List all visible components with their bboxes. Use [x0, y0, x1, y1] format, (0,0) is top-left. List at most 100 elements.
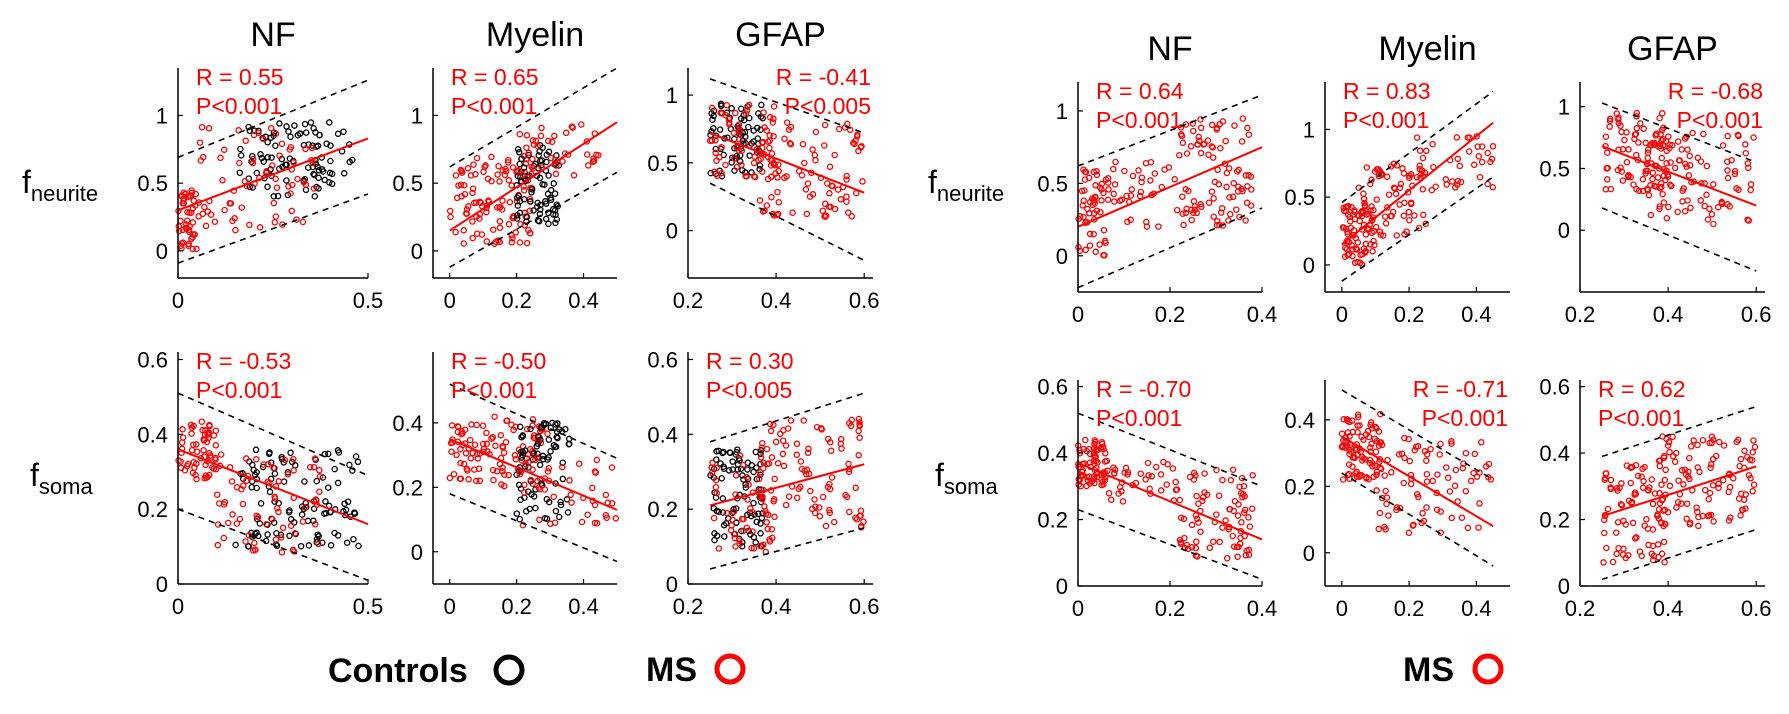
- controls-point: [311, 193, 319, 200]
- row-label-soma-left: fsoma: [30, 457, 93, 499]
- ms-point: [1208, 121, 1216, 129]
- ms-point: [316, 466, 323, 474]
- fit-line: [449, 121, 618, 232]
- ms-point: [846, 126, 854, 134]
- ms-point: [1476, 469, 1483, 476]
- ms-point: [496, 224, 504, 232]
- panel-11: 00.20.40 0.2 0.4R = -0.71P<0.001: [1284, 376, 1510, 621]
- ms-point: [1350, 226, 1358, 234]
- ms-point: [503, 167, 510, 175]
- y-tick-label: 0: [411, 239, 423, 264]
- ms-point: [457, 181, 465, 188]
- ms-point: [1415, 493, 1422, 501]
- ms-point: [220, 146, 228, 154]
- ms-point: [1206, 544, 1214, 552]
- controls-point: [354, 458, 362, 466]
- ms-point: [1678, 146, 1685, 153]
- controls-point: [750, 127, 757, 134]
- controls-point: [327, 542, 335, 549]
- ms-point: [1148, 473, 1156, 480]
- fit-line: [1077, 462, 1263, 541]
- ms-point: [767, 173, 775, 181]
- ms-point: [1382, 487, 1389, 495]
- ms-point: [463, 465, 471, 473]
- controls-point: [519, 448, 526, 455]
- ms-point: [1406, 174, 1413, 182]
- ms-point: [1219, 118, 1227, 125]
- legend-controls-marker: [493, 654, 525, 686]
- ms-point: [755, 475, 763, 483]
- ms-point: [771, 161, 779, 169]
- controls-point: [519, 432, 527, 440]
- ms-point: [760, 541, 767, 549]
- ms-point: [1648, 476, 1656, 483]
- ms-point: [779, 450, 787, 458]
- ms-point: [835, 125, 843, 133]
- ms-point: [1413, 134, 1421, 141]
- controls-point: [350, 535, 357, 543]
- ms-point: [715, 545, 723, 552]
- ms-point: [1432, 183, 1439, 190]
- ms-point: [1456, 162, 1464, 170]
- controls-point: [326, 119, 333, 126]
- stat-p: P<0.001: [196, 93, 282, 119]
- ms-point: [1204, 137, 1212, 144]
- ms-point: [1173, 206, 1181, 214]
- ms-point: [757, 542, 764, 550]
- ms-point: [1076, 247, 1084, 255]
- ms-point: [1467, 477, 1475, 485]
- ms-point: [1164, 460, 1171, 468]
- x-tick-label: 0.4: [1653, 596, 1684, 621]
- ms-point: [1210, 538, 1217, 545]
- stat-r: R = -0.71: [1413, 376, 1508, 402]
- ms-point: [1361, 249, 1369, 256]
- ms-point: [749, 508, 756, 516]
- ms-point: [1112, 158, 1119, 166]
- ms-point: [1244, 183, 1251, 190]
- ms-point: [485, 197, 492, 204]
- ms-point: [1649, 500, 1657, 508]
- ms-point: [1631, 131, 1639, 138]
- controls-point: [252, 446, 260, 454]
- ms-point: [1385, 191, 1393, 198]
- ms-point: [1625, 173, 1632, 181]
- ms-point: [1656, 203, 1663, 210]
- ms-point: [1349, 428, 1357, 436]
- ms-point: [1142, 476, 1149, 483]
- ms-point: [200, 437, 208, 444]
- ms-point: [787, 123, 795, 131]
- ms-point: [1176, 496, 1184, 504]
- ms-point: [1209, 154, 1217, 161]
- ms-point: [768, 454, 776, 461]
- ms-point: [1735, 186, 1742, 194]
- ms-point: [473, 230, 481, 237]
- ms-point: [1245, 514, 1252, 521]
- ms-point: [1193, 515, 1201, 523]
- ms-point: [467, 455, 475, 462]
- x-tick-label: 0.2: [501, 594, 532, 619]
- ms-point: [1081, 168, 1089, 176]
- controls-point: [720, 463, 727, 470]
- ms-point: [1471, 450, 1479, 458]
- controls-point: [325, 450, 332, 458]
- controls-point: [268, 154, 275, 161]
- ms-point: [1700, 130, 1707, 138]
- ms-point: [1233, 543, 1241, 551]
- ms-point: [1216, 538, 1223, 546]
- ms-point: [1219, 524, 1226, 531]
- controls-point: [717, 100, 725, 108]
- ms-point: [1086, 242, 1094, 249]
- ms-point: [515, 166, 522, 174]
- ms-point: [1647, 211, 1655, 219]
- controls-point: [717, 460, 724, 467]
- ms-point: [315, 540, 322, 548]
- ms-point: [1448, 514, 1456, 522]
- y-tick-label: 0.4: [1037, 441, 1068, 466]
- ms-point: [1379, 494, 1386, 502]
- ms-point: [1724, 201, 1731, 208]
- ms-point: [253, 512, 260, 519]
- ms-point: [272, 130, 280, 137]
- ms-point: [1745, 217, 1752, 224]
- ms-point: [828, 182, 835, 190]
- ms-point: [1742, 491, 1749, 498]
